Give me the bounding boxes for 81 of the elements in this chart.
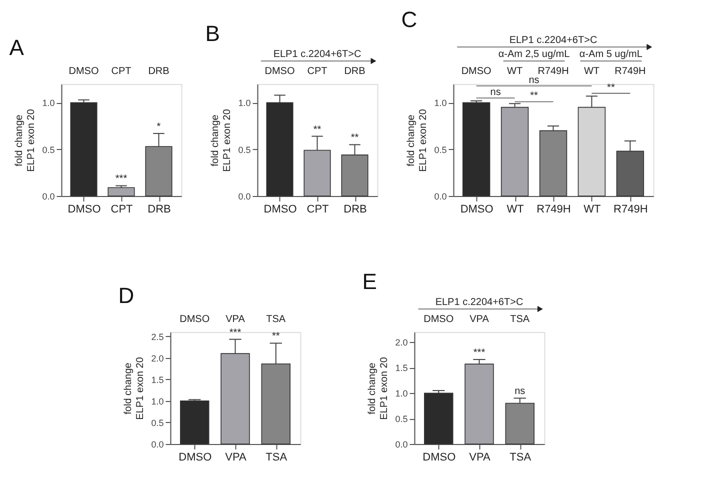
x-tick-label: CPT	[110, 204, 134, 216]
annotation: *	[156, 121, 161, 132]
text: R749H	[614, 66, 646, 77]
y-tick-label: 0.5	[395, 414, 408, 424]
annotation: **	[530, 90, 538, 102]
y-tick-label: 1.0	[238, 98, 251, 108]
x-tick-label: TSA	[510, 452, 532, 464]
chart-title: C	[401, 7, 418, 32]
text: DRB	[148, 66, 170, 77]
text: α-Am 2,5 ug/mL	[498, 49, 570, 60]
y-tick-label: 0.5	[151, 418, 164, 428]
y-tick-label: 1.0	[42, 98, 55, 108]
x-tick-label: DMSO	[460, 204, 494, 216]
y-tick-label: 0.5	[434, 144, 447, 155]
x-tick-label: DRB	[344, 204, 367, 216]
y-tick-label: 1.5	[151, 374, 164, 385]
y-tick-label: 0.0	[395, 440, 408, 450]
y-axis-title: fold change ELP1 exon 20	[14, 108, 38, 172]
x-tick-label: DRB	[148, 204, 171, 216]
text: DMSO	[264, 66, 295, 77]
annotation: **	[272, 331, 280, 342]
annotation: ns	[514, 386, 526, 398]
y-tick-label: 1.0	[434, 98, 447, 108]
text: ELP1 c.2204+6T>C	[509, 35, 598, 46]
text: ELP1 c.2204+6T>C	[435, 297, 524, 308]
x-tick-label: TSA	[266, 452, 288, 464]
y-tick-label: 2.0	[151, 353, 164, 364]
annotation: ***	[473, 347, 486, 358]
chart-title: B	[205, 21, 220, 46]
y-tick-label: 0.0	[151, 440, 164, 450]
annotation: **	[313, 124, 322, 136]
text: CPT	[111, 66, 132, 77]
x-tick-label: DMSO	[264, 204, 298, 216]
annotation: ns	[528, 74, 540, 86]
annotation: **	[607, 82, 615, 94]
x-tick-label: VPA	[469, 452, 492, 464]
text: WT	[507, 66, 523, 77]
y-tick-label: 0.0	[42, 192, 55, 202]
x-tick-label: VPA	[225, 452, 248, 464]
x-tick-label: DMSO	[68, 204, 102, 216]
chart-title: D	[118, 283, 134, 308]
text: DMSO	[424, 314, 454, 325]
y-tick-label: 0.0	[238, 192, 251, 202]
y-axis-title: fold change ELP1 exon 20	[406, 108, 430, 172]
y-tick-label: 1.0	[395, 388, 408, 399]
y-tick-label: 0.5	[42, 144, 55, 155]
text: VPA	[470, 314, 490, 325]
annotation: ***	[229, 327, 242, 338]
annotation: ns	[490, 87, 501, 98]
y-tick-label: 1.0	[151, 396, 164, 406]
text: DMSO	[461, 66, 492, 77]
annotation: **	[350, 132, 359, 144]
text: TSA	[266, 314, 286, 325]
x-tick-label: R749H	[614, 204, 648, 216]
x-tick-label: WT	[506, 204, 524, 216]
text: TSA	[510, 314, 530, 325]
x-tick-label: WT	[584, 204, 602, 216]
text: R749H	[538, 66, 569, 77]
y-tick-label: 1.5	[395, 363, 408, 374]
text: CPT	[307, 66, 328, 77]
x-tick-label: DMSO	[178, 452, 212, 464]
y-tick-label: 2.0	[395, 338, 408, 348]
chart-title: A	[9, 35, 24, 60]
y-axis-title: fold change ELP1 exon 20	[367, 356, 390, 420]
text: WT	[584, 66, 600, 77]
y-tick-label: 0.5	[238, 144, 251, 155]
text: DRB	[344, 66, 366, 77]
text: α-Am 5 ug/mL	[579, 49, 643, 60]
text: VPA	[226, 314, 246, 325]
x-tick-label: DMSO	[422, 452, 456, 464]
x-tick-label: CPT	[306, 204, 330, 216]
y-axis-title: fold change ELP1 exon 20	[123, 356, 146, 420]
chart-title: E	[362, 269, 377, 294]
y-axis-title: fold change ELP1 exon 20	[210, 108, 234, 172]
text: DMSO	[68, 66, 99, 77]
y-tick-label: 0.0	[434, 192, 447, 202]
text: DMSO	[180, 314, 210, 325]
y-tick-label: 2.5	[151, 332, 164, 342]
text: ELP1 c.2204+6T>C	[273, 49, 362, 60]
x-tick-label: R749H	[536, 204, 571, 216]
annotation: ***	[115, 174, 128, 185]
